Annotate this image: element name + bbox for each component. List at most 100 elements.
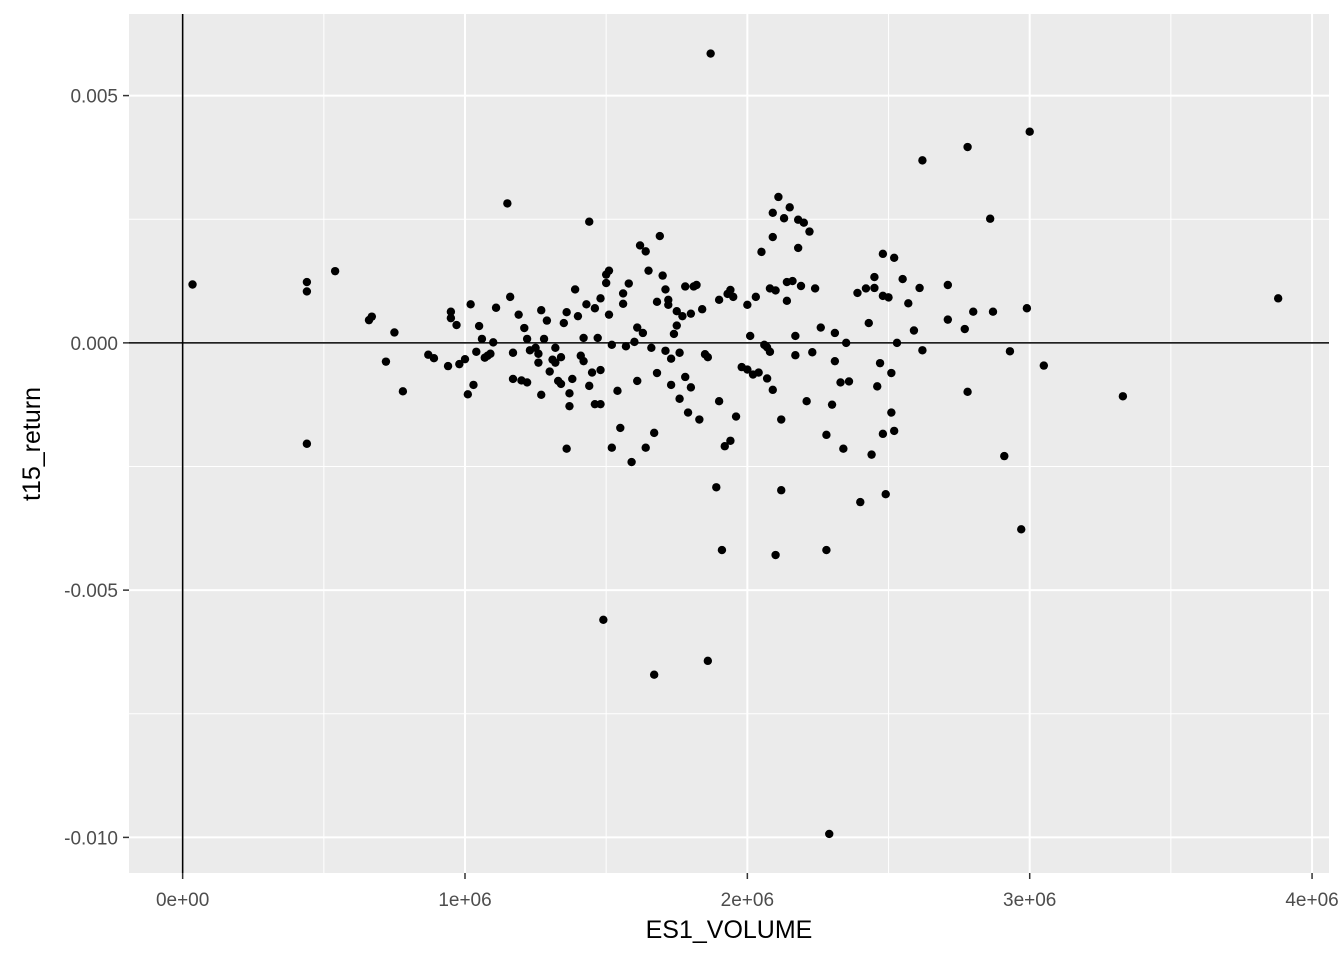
data-point <box>556 379 566 389</box>
data-point <box>887 408 896 417</box>
data-point <box>573 311 583 321</box>
data-point <box>1017 525 1026 534</box>
data-point <box>771 550 780 560</box>
data-point <box>613 386 622 396</box>
data-point <box>624 279 633 288</box>
data-point <box>647 343 656 353</box>
data-point <box>884 293 893 302</box>
data-point <box>799 218 809 227</box>
data-point <box>1025 127 1034 136</box>
data-point <box>302 277 312 287</box>
data-point <box>717 545 727 555</box>
data-point <box>743 365 752 374</box>
reference-lines <box>129 14 1329 873</box>
data-point <box>455 359 464 369</box>
data-point <box>452 320 461 330</box>
data-point <box>915 283 924 293</box>
data-point <box>568 374 577 384</box>
y-axis: 0.005 0.000 -0.005 -0.010 <box>64 87 129 849</box>
data-point <box>881 489 890 499</box>
data-point <box>889 253 899 263</box>
data-point <box>856 497 865 507</box>
data-point <box>681 282 690 291</box>
data-point <box>429 353 439 363</box>
data-point <box>491 303 501 312</box>
data-point <box>768 208 777 218</box>
data-point <box>599 615 608 625</box>
data-point <box>810 284 820 293</box>
y-tick-label: -0.010 <box>64 828 118 849</box>
data-point <box>508 374 518 384</box>
x-tick-label: 3e+06 <box>1003 890 1056 911</box>
data-point <box>867 450 876 459</box>
minor-gridlines <box>129 14 1329 873</box>
data-point <box>477 334 487 344</box>
data-point <box>960 324 969 334</box>
data-point <box>870 283 879 293</box>
data-point <box>768 232 777 242</box>
data-point <box>474 321 484 331</box>
data-point <box>889 426 899 436</box>
data-point <box>822 430 831 440</box>
x-tick-label: 2e+06 <box>721 890 774 911</box>
data-point <box>785 203 794 212</box>
data-point <box>703 353 713 362</box>
data-point <box>963 387 972 397</box>
x-axis: 0e+00 1e+06 2e+06 3e+06 4e+06 <box>156 873 1339 911</box>
data-point <box>830 328 840 338</box>
data-point <box>302 287 312 296</box>
data-point <box>463 390 473 399</box>
data-point <box>695 415 704 424</box>
data-point <box>596 399 605 409</box>
data-point <box>489 338 498 347</box>
data-point <box>641 247 650 256</box>
data-point <box>827 400 837 409</box>
data-point <box>398 387 408 396</box>
data-point <box>686 309 696 318</box>
data-point <box>762 374 772 383</box>
data-point <box>505 292 515 302</box>
data-point <box>822 545 831 555</box>
data-point <box>774 192 783 202</box>
data-point <box>537 390 546 399</box>
data-point <box>633 376 642 386</box>
data-point <box>587 368 597 377</box>
data-point <box>661 285 670 294</box>
data-point <box>861 284 871 293</box>
data-point <box>765 347 775 356</box>
data-point <box>537 306 546 315</box>
data-point <box>539 334 549 344</box>
data-point <box>559 318 569 328</box>
data-point <box>579 356 588 366</box>
data-point <box>486 349 495 358</box>
data-point <box>777 486 786 495</box>
data-point <box>661 346 670 355</box>
data-point <box>664 300 673 309</box>
data-point <box>712 483 721 492</box>
data-point <box>703 656 713 666</box>
data-point <box>1000 451 1009 461</box>
data-point <box>618 289 628 298</box>
data-point <box>652 297 662 307</box>
data-point <box>534 349 543 358</box>
data-points <box>188 49 1283 839</box>
data-point <box>669 329 679 339</box>
data-point <box>726 436 735 445</box>
data-point <box>367 312 377 321</box>
data-point <box>870 272 879 282</box>
data-point <box>768 385 777 395</box>
data-point <box>466 300 475 309</box>
data-point <box>678 311 687 321</box>
data-point <box>771 286 780 295</box>
data-point <box>782 296 792 306</box>
data-point <box>658 271 667 280</box>
data-point <box>607 340 617 350</box>
data-point <box>565 389 574 398</box>
data-point <box>969 307 978 316</box>
data-point <box>887 368 896 378</box>
data-point <box>522 334 532 344</box>
data-point <box>652 368 662 378</box>
data-point <box>830 356 840 366</box>
data-point <box>745 331 755 341</box>
data-point <box>675 394 684 403</box>
